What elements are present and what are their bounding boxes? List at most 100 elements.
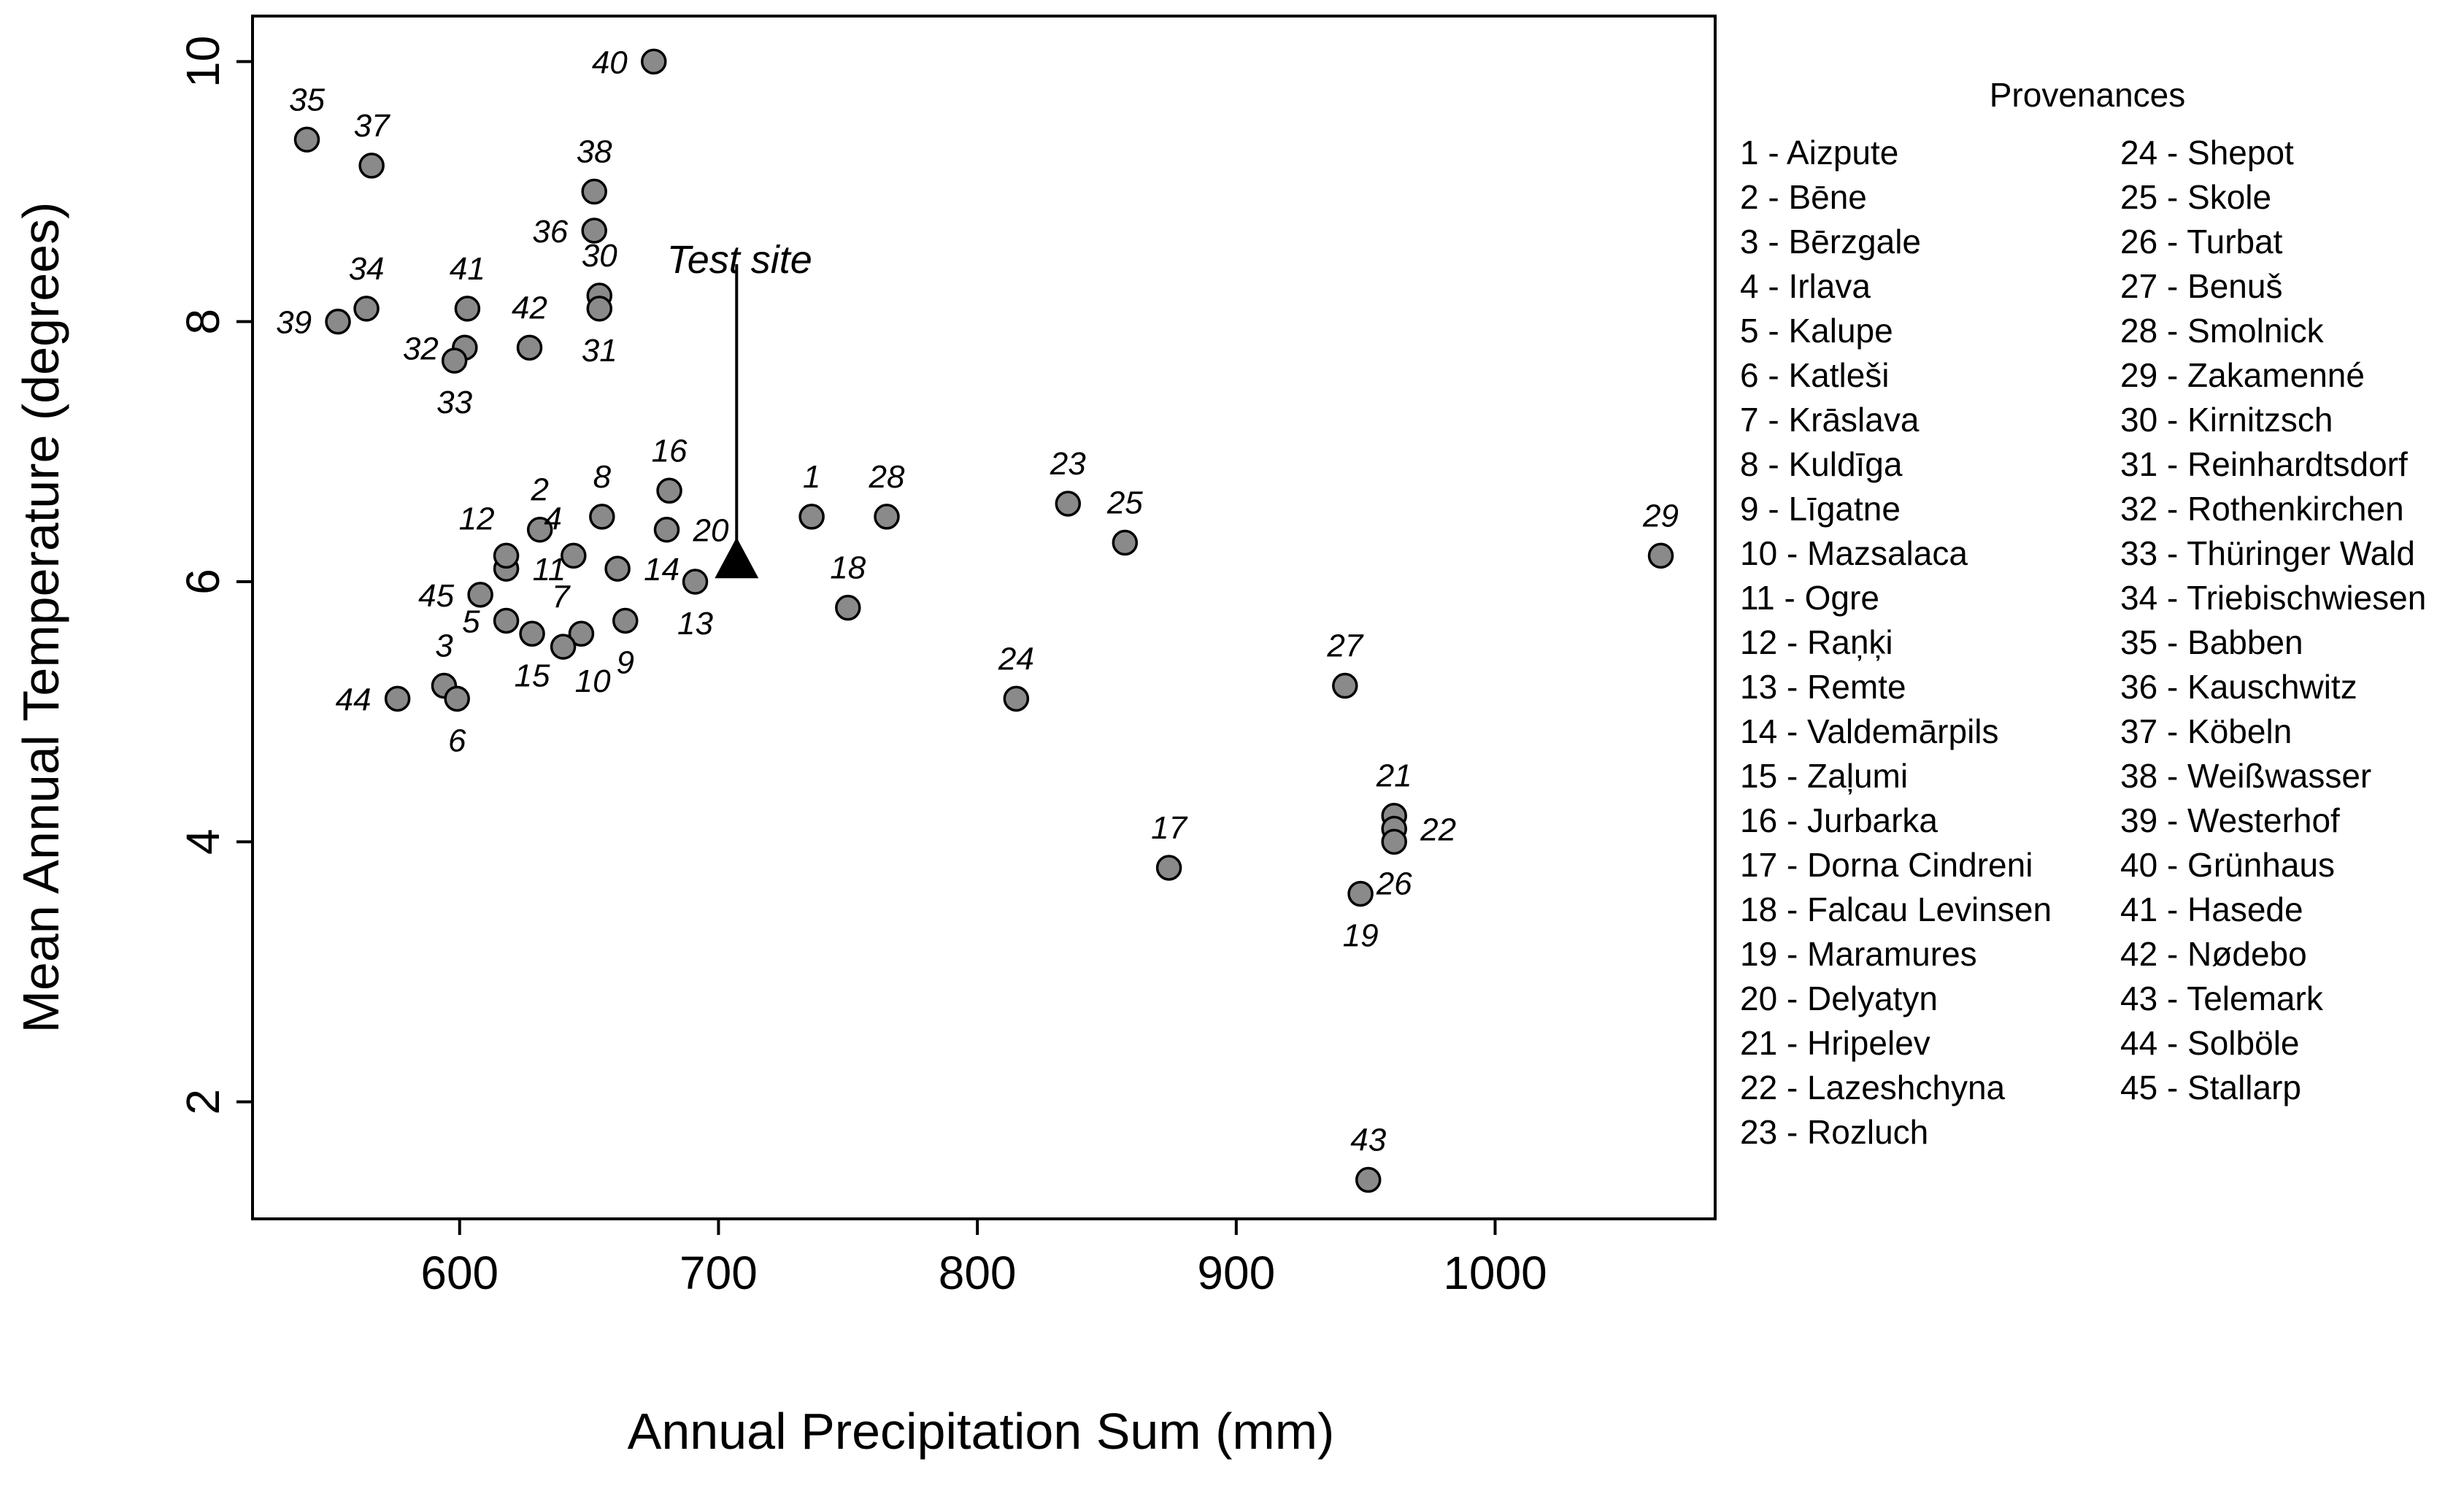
x-tick-label: 600 <box>420 1247 498 1299</box>
point-label-11: 11 <box>533 552 566 588</box>
y-tick-label: 10 <box>177 36 229 88</box>
data-point-7 <box>568 620 595 647</box>
data-point-24 <box>1003 685 1030 712</box>
legend-entry-27: 27 - Benuš <box>2120 267 2282 305</box>
legend-entry-28: 28 - Smolnick <box>2120 312 2325 350</box>
legend-entry-10: 10 - Mazsalaca <box>1740 534 1968 572</box>
legend-entry-20: 20 - Delyatyn <box>1740 979 1938 1017</box>
legend-entry-33: 33 - Thüringer Wald <box>2120 534 2415 572</box>
legend-entry-13: 13 - Remte <box>1740 668 1906 706</box>
point-label-3: 3 <box>435 628 453 664</box>
point-label-8: 8 <box>593 459 612 495</box>
point-label-20: 20 <box>693 513 729 549</box>
legend-entry-40: 40 - Grünhaus <box>2120 846 2335 884</box>
data-point-5 <box>493 607 520 634</box>
point-label-15: 15 <box>515 658 550 693</box>
legend-entry-24: 24 - Shepot <box>2120 134 2294 172</box>
legend-entry-39: 39 - Westerhof <box>2120 801 2340 839</box>
legend-entry-8: 8 - Kuldīga <box>1740 445 1903 483</box>
x-tick-label: 800 <box>939 1247 1017 1299</box>
point-label-29: 29 <box>1642 498 1679 534</box>
legend-entry-38: 38 - Weißwasser <box>2120 757 2371 795</box>
legend-entry-12: 12 - Raņķi <box>1740 623 1893 661</box>
legend-entry-43: 43 - Telemark <box>2120 979 2324 1017</box>
data-point-17 <box>1155 855 1182 881</box>
point-label-1: 1 <box>803 459 820 495</box>
data-point-2 <box>526 516 553 543</box>
data-point-10 <box>550 634 577 660</box>
data-point-4 <box>561 542 587 569</box>
data-point-26 <box>1381 828 1407 855</box>
legend-entry-37: 37 - Köbeln <box>2120 712 2292 750</box>
point-label-16: 16 <box>652 433 688 469</box>
data-point-41 <box>454 296 481 322</box>
data-point-6 <box>444 685 470 712</box>
point-label-38: 38 <box>577 134 612 170</box>
legend-entry-15: 15 - Zaļumi <box>1740 757 1908 795</box>
point-label-2: 2 <box>530 472 548 508</box>
y-tick-label: 2 <box>177 1089 229 1115</box>
data-point-12 <box>493 542 520 569</box>
data-point-42 <box>516 334 543 361</box>
plot-frame <box>251 15 1717 1220</box>
data-point-25 <box>1112 529 1139 556</box>
data-point-44 <box>384 685 411 712</box>
point-label-37: 37 <box>354 108 390 144</box>
point-label-35: 35 <box>289 82 325 118</box>
point-label-24: 24 <box>998 641 1034 677</box>
legend-entry-41: 41 - Hasede <box>2120 890 2303 928</box>
data-point-9 <box>612 607 639 634</box>
data-point-8 <box>589 504 615 530</box>
legend-entry-2: 2 - Bēne <box>1740 178 1867 216</box>
test-site-label: Test site <box>667 238 812 282</box>
point-label-41: 41 <box>450 251 485 287</box>
y-axis-title: Mean Annual Temperature (degrees) <box>12 202 69 1033</box>
data-point-1 <box>798 504 825 530</box>
point-label-12: 12 <box>459 501 495 536</box>
point-label-18: 18 <box>830 550 866 586</box>
legend-title: Provenances <box>1990 76 2186 114</box>
point-label-17: 17 <box>1151 810 1187 846</box>
point-label-31: 31 <box>582 333 617 369</box>
legend-entry-5: 5 - Kalupe <box>1740 312 1893 350</box>
point-label-45: 45 <box>418 578 454 614</box>
point-label-14: 14 <box>644 552 679 588</box>
legend-entry-19: 19 - Maramures <box>1740 935 1977 973</box>
data-point-31 <box>586 296 613 322</box>
x-axis-title: Annual Precipitation Sum (mm) <box>628 1403 1335 1460</box>
point-label-39: 39 <box>276 305 312 341</box>
x-tick-label: 900 <box>1197 1247 1275 1299</box>
point-label-13: 13 <box>677 606 713 642</box>
data-point-43 <box>1355 1166 1382 1193</box>
legend-entry-30: 30 - Kirnitzsch <box>2120 401 2333 439</box>
point-label-25: 25 <box>1106 485 1143 521</box>
legend-entry-44: 44 - Solböle <box>2120 1024 2300 1062</box>
legend-entry-16: 16 - Jurbarka <box>1740 801 1938 839</box>
data-point-34 <box>353 296 380 322</box>
legend-entry-14: 14 - Valdemārpils <box>1740 712 1999 750</box>
legend-entry-31: 31 - Reinhardtsdorf <box>2120 445 2408 483</box>
legend-entry-21: 21 - Hripelev <box>1740 1024 1930 1062</box>
x-tick-label: 1000 <box>1443 1247 1547 1299</box>
data-points <box>293 48 1674 1193</box>
point-label-7: 7 <box>552 579 571 615</box>
legend-entry-6: 6 - Katleši <box>1740 356 1890 394</box>
point-label-27: 27 <box>1326 628 1363 664</box>
point-label-10: 10 <box>575 663 611 699</box>
legend-entry-36: 36 - Kauschwitz <box>2120 668 2357 706</box>
point-label-21: 21 <box>1376 758 1412 794</box>
point-label-19: 19 <box>1343 918 1379 954</box>
point-label-42: 42 <box>512 290 547 326</box>
legend-entry-32: 32 - Rothenkirchen <box>2120 490 2404 528</box>
point-label-36: 36 <box>532 214 568 250</box>
data-point-39 <box>325 308 351 335</box>
legend-entry-45: 45 - Stallarp <box>2120 1069 2301 1106</box>
test-site-triangle-icon <box>715 537 759 579</box>
legend-entry-7: 7 - Krāslava <box>1740 401 1920 439</box>
legend-entry-17: 17 - Dorna Cindreni <box>1740 846 2033 884</box>
data-point-28 <box>874 504 900 530</box>
y-tick-label: 4 <box>177 829 229 855</box>
data-point-37 <box>358 153 385 179</box>
